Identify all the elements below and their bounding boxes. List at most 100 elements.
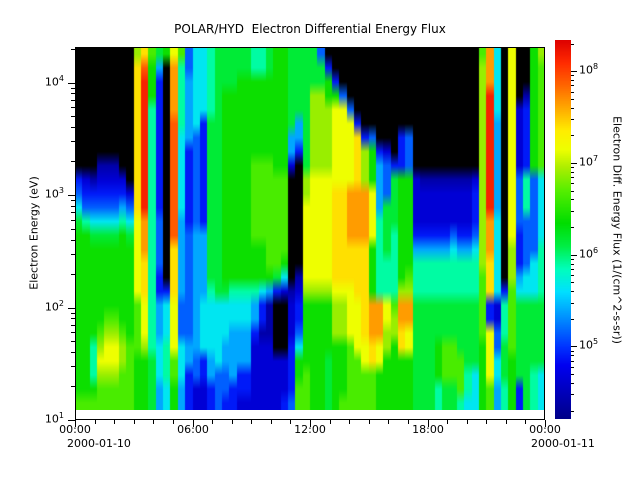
x-axis-end-date: 2000-01-11: [531, 437, 595, 450]
x-minor-tick: [271, 420, 272, 424]
y-minor-tick: [71, 318, 75, 319]
colorbar-minor-tick: [571, 44, 574, 45]
x-minor-tick: [447, 420, 448, 424]
x-major-tick: [193, 420, 194, 427]
spectrogram-heatmap: [75, 47, 545, 410]
colorbar-minor-tick: [571, 135, 574, 136]
y-minor-tick: [71, 116, 75, 117]
y-minor-tick: [71, 100, 75, 101]
colorbar-minor-tick: [571, 227, 574, 228]
x-minor-tick: [330, 420, 331, 424]
colorbar-minor-tick: [571, 374, 574, 375]
colorbar-major-tick: [571, 163, 577, 164]
colorbar-minor-tick: [571, 199, 574, 200]
colorbar-minor-tick: [571, 191, 574, 192]
colorbar-minor-tick: [571, 383, 574, 384]
y-minor-tick: [71, 366, 75, 367]
y-minor-tick: [71, 274, 75, 275]
x-minor-tick: [369, 420, 370, 424]
colorbar-minor-tick: [571, 319, 574, 320]
colorbar-minor-tick: [571, 92, 574, 93]
colorbar-minor-tick: [571, 172, 574, 173]
y-tick-label: 103: [44, 186, 64, 201]
colorbar-title: Electron Diff. Energy Flux (1/(cm^2-s-sr…: [610, 116, 624, 344]
y-minor-tick: [71, 200, 75, 201]
y-tick-label: 101: [44, 411, 64, 426]
colorbar-minor-tick: [571, 282, 574, 283]
colorbar-minor-tick: [571, 80, 574, 81]
y-minor-tick: [71, 206, 75, 207]
y-minor-tick: [71, 161, 75, 162]
x-minor-tick: [506, 420, 507, 424]
colorbar-minor-tick: [571, 167, 574, 168]
colorbar-minor-tick: [571, 291, 574, 292]
y-minor-tick: [71, 212, 75, 213]
x-minor-tick: [232, 420, 233, 424]
y-minor-tick: [71, 386, 75, 387]
x-major-tick: [545, 420, 546, 427]
colorbar-minor-tick: [571, 355, 574, 356]
x-minor-tick: [408, 420, 409, 424]
colorbar-minor-tick: [571, 85, 574, 86]
colorbar-tick-label: 108: [579, 62, 599, 77]
x-major-tick: [310, 420, 311, 427]
x-axis-start-date: 2000-01-10: [67, 437, 131, 450]
x-minor-tick: [290, 420, 291, 424]
colorbar-minor-tick: [571, 275, 574, 276]
y-minor-tick: [71, 254, 75, 255]
x-major-tick: [75, 420, 76, 427]
colorbar-major-tick: [571, 71, 577, 72]
colorbar-minor-tick: [571, 211, 574, 212]
y-minor-tick: [71, 313, 75, 314]
x-minor-tick: [388, 420, 389, 424]
colorbar: [555, 40, 571, 419]
colorbar-tick-label: 105: [579, 337, 599, 352]
y-minor-tick: [71, 127, 75, 128]
y-tick-label: 104: [44, 74, 64, 89]
y-minor-tick: [71, 49, 75, 50]
colorbar-minor-tick: [571, 411, 574, 412]
y-minor-tick: [71, 220, 75, 221]
colorbar-tick-label: 107: [579, 154, 599, 169]
x-minor-tick: [349, 420, 350, 424]
y-minor-tick: [71, 229, 75, 230]
x-minor-tick: [134, 420, 135, 424]
x-minor-tick: [95, 420, 96, 424]
x-tick-label: 06:00: [177, 423, 209, 436]
colorbar-minor-tick: [571, 183, 574, 184]
y-minor-tick: [71, 107, 75, 108]
y-tick-label: 102: [44, 299, 64, 314]
colorbar-minor-tick: [571, 99, 574, 100]
colorbar-minor-tick: [571, 269, 574, 270]
colorbar-major-tick: [571, 255, 577, 256]
x-minor-tick: [153, 420, 154, 424]
y-minor-tick: [71, 325, 75, 326]
y-minor-tick: [71, 141, 75, 142]
x-minor-tick: [467, 420, 468, 424]
x-tick-label: 18:00: [412, 423, 444, 436]
y-minor-tick: [71, 88, 75, 89]
colorbar-minor-tick: [571, 367, 574, 368]
x-minor-tick: [114, 420, 115, 424]
colorbar-minor-tick: [571, 177, 574, 178]
x-minor-tick: [173, 420, 174, 424]
colorbar-minor-tick: [571, 361, 574, 362]
y-major-tick: [68, 308, 75, 309]
colorbar-minor-tick: [571, 303, 574, 304]
colorbar-minor-tick: [571, 351, 574, 352]
x-tick-label: 00:00: [59, 423, 91, 436]
colorbar-minor-tick: [571, 394, 574, 395]
y-major-tick: [68, 420, 75, 421]
colorbar-minor-tick: [571, 75, 574, 76]
x-tick-label: 00:00: [529, 423, 561, 436]
x-minor-tick: [251, 420, 252, 424]
y-minor-tick: [71, 93, 75, 94]
y-minor-tick: [71, 332, 75, 333]
x-minor-tick: [525, 420, 526, 424]
colorbar-minor-tick: [571, 119, 574, 120]
y-major-tick: [68, 195, 75, 196]
colorbar-tick-label: 106: [579, 246, 599, 261]
colorbar-major-tick: [571, 346, 577, 347]
y-minor-tick: [71, 352, 75, 353]
